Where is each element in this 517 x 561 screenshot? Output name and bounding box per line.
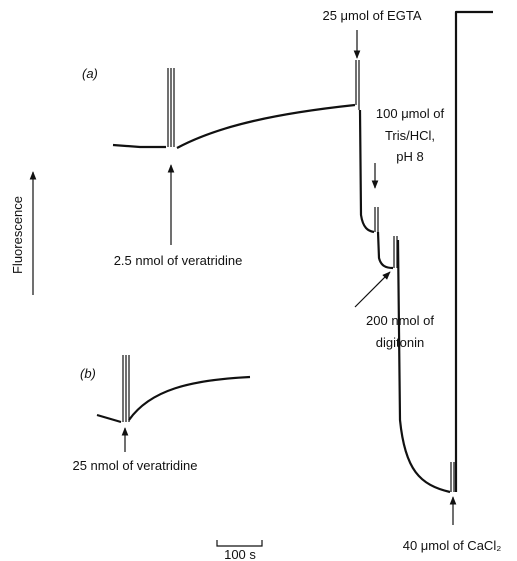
- annotation: Tris/HCl,: [385, 128, 435, 143]
- trace-b: [96, 375, 251, 424]
- annotation: 100 μmol of: [376, 106, 445, 121]
- annotation: 200 nmol of: [366, 313, 434, 328]
- spike: [374, 207, 379, 232]
- scale-bar-label: 100 s: [224, 547, 256, 561]
- axis-label: Fluorescence: [10, 196, 25, 274]
- scale-bar: [216, 540, 263, 547]
- annotation: 25 μmol of EGTA: [322, 8, 421, 23]
- spike: [393, 236, 398, 268]
- spike: [167, 68, 175, 147]
- panel-label: (a): [82, 66, 98, 81]
- panel-label: (b): [80, 366, 96, 381]
- annotation: 2.5 nmol of veratridine: [114, 253, 243, 268]
- spike: [355, 60, 360, 110]
- annotation: 40 μmol of CaCl₂: [403, 538, 502, 553]
- arrow: [354, 271, 391, 308]
- spike: [122, 355, 130, 422]
- trace-a-calcium: [454, 10, 493, 492]
- spike: [450, 462, 455, 492]
- trace-a-drop: [358, 109, 394, 270]
- trace-a-digitonin: [396, 239, 451, 494]
- annotation: pH 8: [396, 149, 423, 164]
- annotation: digitonin: [376, 335, 424, 350]
- trace-a: [112, 103, 356, 149]
- annotation: 25 nmol of veratridine: [72, 458, 197, 473]
